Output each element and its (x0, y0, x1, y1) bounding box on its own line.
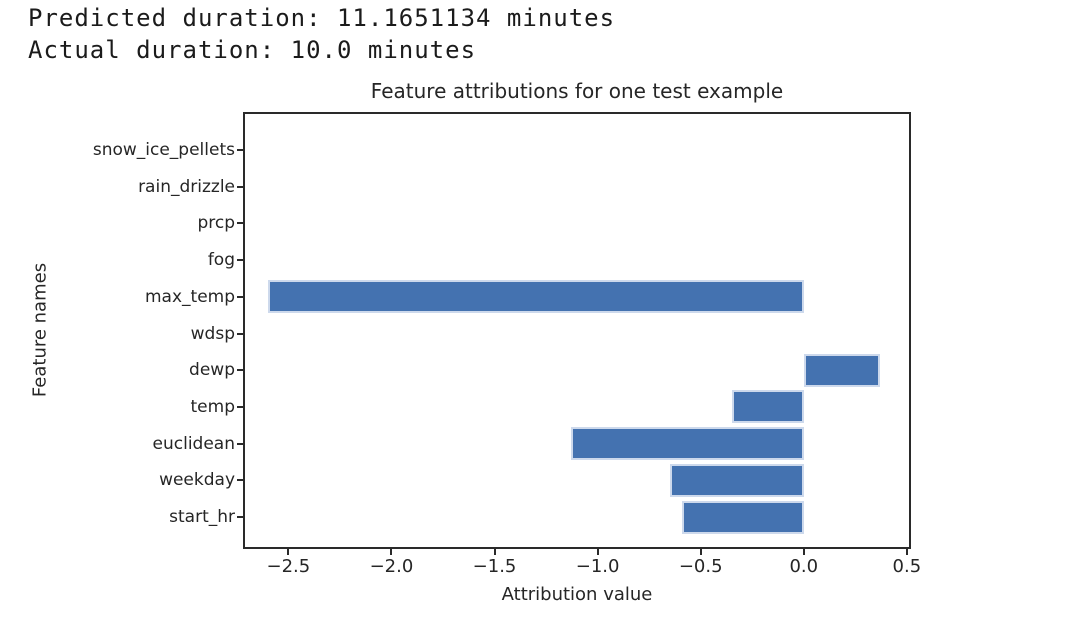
y-tick-mark (237, 479, 243, 482)
y-axis-label: Feature names (29, 262, 51, 398)
bar-start_hr (682, 500, 804, 534)
x-tick-mark (905, 549, 908, 555)
x-tick-mark (596, 549, 599, 555)
bar-temp (731, 390, 804, 424)
y-tick-mark (237, 149, 243, 151)
x-tick-mark (390, 549, 393, 555)
y-tick-mark (237, 332, 243, 335)
y-tick-mark (237, 222, 243, 225)
x-tick-label-−2.5: −2.5 (266, 556, 311, 577)
y-tick-label-snow_ice_pellets: snow_ice_pellets (92, 140, 235, 160)
y-tick-label-prcp: prcp (197, 213, 235, 234)
plot-area (243, 112, 911, 549)
y-tick-mark (237, 405, 243, 408)
y-tick-mark (237, 185, 243, 188)
x-tick-label-−0.5: −0.5 (678, 556, 723, 577)
y-tick-mark (237, 442, 243, 445)
y-tick-label-rain_drizzle: rain_drizzle (138, 176, 235, 197)
y-tick-label-temp: temp (190, 396, 235, 417)
y-tick-mark (237, 516, 243, 518)
bar-dewp (803, 353, 881, 387)
chart-title: Feature attributions for one test exampl… (370, 79, 784, 103)
predicted-duration-text: Predicted duration: 11.1651134 minutes (28, 4, 616, 32)
bar-euclidean (570, 427, 804, 461)
actual-duration-text: Actual duration: 10.0 minutes (28, 36, 477, 64)
y-tick-label-weekday: weekday (159, 470, 235, 491)
x-tick-label-−1.0: −1.0 (575, 556, 620, 577)
x-tick-label-−1.5: −1.5 (472, 556, 517, 577)
bar-max_temp (267, 280, 804, 314)
y-tick-mark (237, 259, 243, 262)
y-tick-mark (237, 295, 243, 298)
bar-weekday (669, 463, 804, 497)
x-tick-mark (802, 549, 805, 555)
x-tick-mark (699, 549, 702, 555)
y-tick-label-start_hr: start_hr (169, 507, 235, 527)
y-tick-label-dewp: dewp (189, 360, 235, 381)
y-tick-label-wdsp: wdsp (190, 323, 235, 344)
x-tick-mark (287, 549, 290, 555)
x-tick-mark (493, 549, 496, 555)
x-tick-label-0.5: 0.5 (892, 556, 922, 577)
y-tick-label-euclidean: euclidean (152, 433, 235, 454)
y-tick-label-fog: fog (207, 250, 235, 271)
y-tick-mark (237, 369, 243, 372)
x-tick-label-−2.0: −2.0 (369, 556, 414, 577)
x-axis-label: Attribution value (501, 584, 653, 605)
x-tick-label-0.0: 0.0 (789, 556, 819, 577)
y-tick-label-max_temp: max_temp (144, 286, 235, 307)
